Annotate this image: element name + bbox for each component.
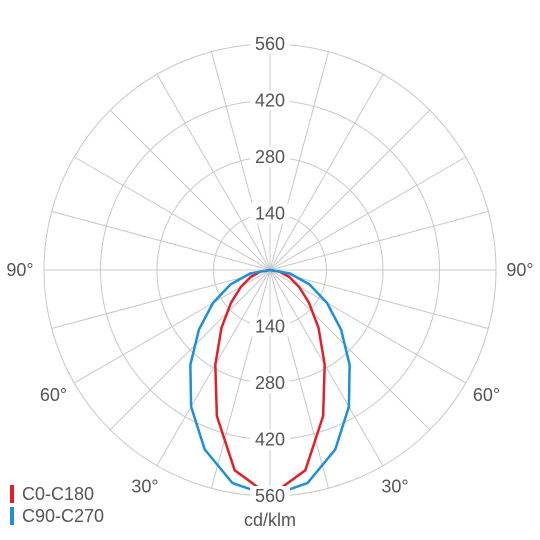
tick-label-bg <box>250 147 290 167</box>
r-tick-label: 280 <box>255 147 285 167</box>
r-tick-label: 560 <box>255 486 285 506</box>
angle-tick-label: 90° <box>506 260 533 280</box>
tick-label-bg <box>250 373 290 393</box>
angle-tick-label: 30° <box>381 476 408 496</box>
tick-label-bg <box>250 203 290 224</box>
legend-label: C90-C270 <box>22 506 104 526</box>
legend-swatch <box>10 485 14 503</box>
unit-label: cd/klm <box>244 510 296 530</box>
r-tick-label: 420 <box>255 90 285 110</box>
r-tick-label: 280 <box>255 373 285 393</box>
tick-label-bg <box>250 90 290 111</box>
tick-label-bg <box>250 429 290 450</box>
angle-tick-label: 90° <box>6 260 33 280</box>
r-tick-label: 420 <box>255 429 285 449</box>
r-tick-label: 140 <box>255 316 285 336</box>
angle-tick-label: 60° <box>473 385 500 405</box>
r-tick-label: 140 <box>255 203 285 223</box>
angle-tick-label: 30° <box>131 476 158 496</box>
tick-label-bg <box>250 316 290 337</box>
legend-swatch <box>10 507 14 525</box>
tick-label-bg <box>250 34 290 54</box>
legend-label: C0-C180 <box>22 484 94 504</box>
tick-label-bg <box>250 486 290 506</box>
r-tick-label: 560 <box>255 34 285 54</box>
angle-tick-label: 60° <box>40 385 67 405</box>
